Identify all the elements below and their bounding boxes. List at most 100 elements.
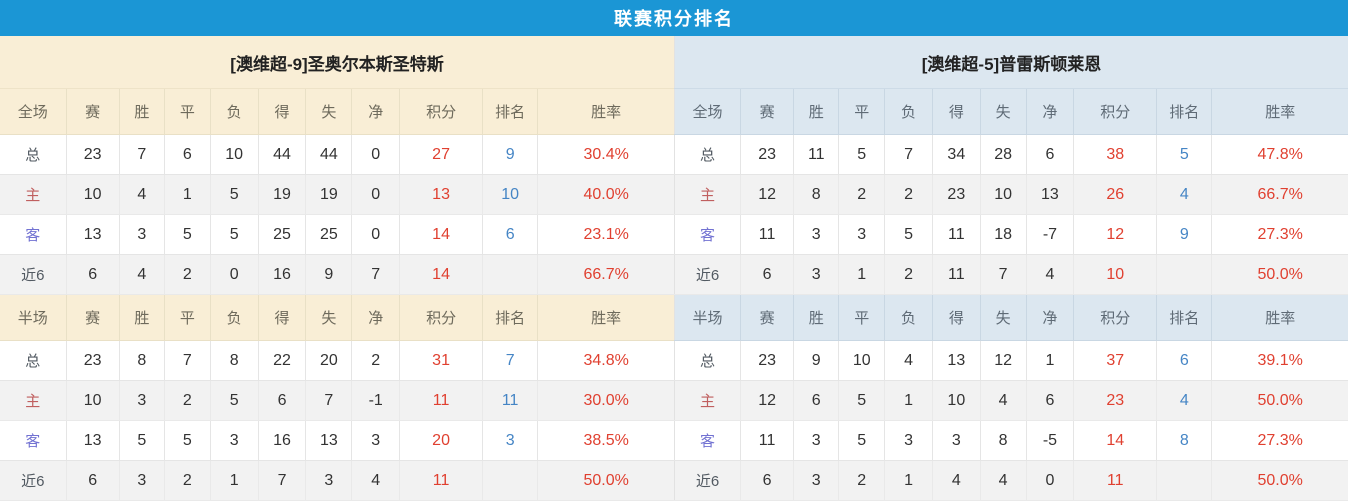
row-label: 总 [0, 135, 66, 175]
stat-value: 34 [932, 135, 980, 175]
column-header: 赛 [66, 89, 119, 135]
stat-value: 8 [119, 341, 164, 381]
stat-value: 23 [932, 175, 980, 215]
stat-value: 0 [1026, 461, 1074, 501]
team-name: [澳维超-5]普雷斯顿莱恩 [675, 36, 1348, 89]
row-label: 主 [0, 175, 66, 215]
stat-value: 9 [794, 341, 839, 381]
stat-value: 38 [1074, 135, 1157, 175]
stat-value: 6 [1026, 135, 1074, 175]
stat-value: 3 [885, 421, 933, 461]
page-title: 联赛积分排名 [0, 0, 1348, 36]
stat-value: 23 [66, 341, 119, 381]
section-label: 半场 [675, 295, 741, 341]
column-header: 积分 [1074, 89, 1157, 135]
stat-value: 12 [980, 341, 1026, 381]
column-header: 胜率 [538, 89, 674, 135]
stat-value: 66.7% [1212, 175, 1348, 215]
stat-value: 10 [839, 341, 885, 381]
stat-value: 10 [66, 381, 119, 421]
stat-value: 8 [210, 341, 258, 381]
row-label: 客 [675, 421, 741, 461]
column-header: 负 [210, 295, 258, 341]
column-header: 得 [258, 89, 306, 135]
stat-value: 28 [980, 135, 1026, 175]
row-label: 客 [675, 215, 741, 255]
stat-value: 14 [400, 215, 483, 255]
stat-value: 19 [306, 175, 352, 215]
stat-value: 11 [741, 215, 794, 255]
stat-value: -1 [352, 381, 400, 421]
stat-value: 4 [980, 461, 1026, 501]
stat-value: 3 [306, 461, 352, 501]
stat-value: 4 [1026, 255, 1074, 295]
stat-value: 5 [119, 421, 164, 461]
stat-value: 38.5% [538, 421, 674, 461]
stat-value: 23 [66, 135, 119, 175]
stat-value: 7 [164, 341, 210, 381]
column-header: 得 [258, 295, 306, 341]
stat-value: 3 [794, 461, 839, 501]
stat-value: 10 [980, 175, 1026, 215]
stat-value: 2 [885, 175, 933, 215]
row-label: 近6 [675, 255, 741, 295]
column-header: 胜 [794, 295, 839, 341]
stat-value: 8 [1157, 421, 1212, 461]
stat-value: 4 [1157, 381, 1212, 421]
stat-value: 4 [885, 341, 933, 381]
stat-value: 18 [980, 215, 1026, 255]
column-header: 胜率 [1212, 89, 1348, 135]
stat-value: 4 [352, 461, 400, 501]
stat-value: 8 [980, 421, 1026, 461]
stat-value: 7 [885, 135, 933, 175]
stat-value: 12 [1074, 215, 1157, 255]
section-label: 半场 [0, 295, 66, 341]
stat-value: 10 [932, 381, 980, 421]
column-header: 平 [164, 89, 210, 135]
stat-value: 27.3% [1212, 215, 1348, 255]
stat-value: 5 [210, 175, 258, 215]
column-header: 得 [932, 89, 980, 135]
stat-value: 3 [352, 421, 400, 461]
column-header: 失 [980, 295, 1026, 341]
column-header: 失 [306, 295, 352, 341]
stat-value: 3 [794, 215, 839, 255]
stat-value: 7 [483, 341, 538, 381]
column-header: 得 [932, 295, 980, 341]
stat-value: 5 [164, 215, 210, 255]
column-header: 胜率 [538, 295, 674, 341]
stat-value: 5 [1157, 135, 1212, 175]
stat-value: 44 [258, 135, 306, 175]
column-header: 平 [839, 295, 885, 341]
stat-value: 0 [352, 175, 400, 215]
stat-value: 66.7% [538, 255, 674, 295]
stat-value: 2 [164, 461, 210, 501]
column-header: 负 [885, 295, 933, 341]
stat-value: 10 [210, 135, 258, 175]
stat-value: 23.1% [538, 215, 674, 255]
row-label: 总 [675, 135, 741, 175]
stat-value: 50.0% [1212, 255, 1348, 295]
stat-value: 2 [839, 175, 885, 215]
stat-value: 6 [164, 135, 210, 175]
stat-value: 16 [258, 421, 306, 461]
stat-value: 2 [164, 255, 210, 295]
stat-value: 11 [483, 381, 538, 421]
stat-value: 2 [352, 341, 400, 381]
stat-value: 0 [352, 135, 400, 175]
column-header: 净 [352, 295, 400, 341]
stat-value: -7 [1026, 215, 1074, 255]
stat-value: 4 [119, 175, 164, 215]
stat-value: 5 [839, 135, 885, 175]
